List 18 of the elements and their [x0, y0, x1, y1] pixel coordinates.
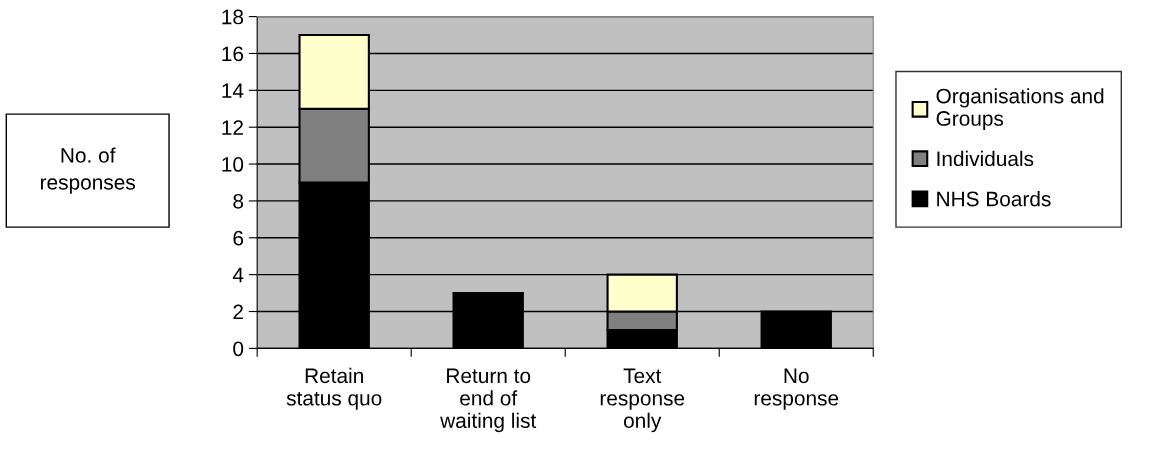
y-tick-label: 0	[233, 341, 244, 357]
y-tick-label: 14	[222, 83, 244, 98]
x-tick-label: No response	[754, 368, 839, 410]
y-tick-label: 8	[233, 193, 244, 209]
y-axis-title: No. of responses	[41, 147, 135, 194]
legend-label: Individuals	[937, 150, 1034, 167]
y-tick-label: 2	[233, 304, 243, 320]
y-tick-label: 16	[222, 46, 244, 62]
y-tick-label: 18	[222, 9, 244, 25]
legend-label: NHS Boards	[937, 191, 1051, 207]
y-tick-label: 10	[222, 157, 244, 172]
x-tick-label: Retain status quo	[286, 367, 382, 410]
y-tick-label: 4	[232, 267, 244, 283]
legend-label: Organisations and Groups	[936, 88, 1104, 130]
x-tick-label: Return to end of waiting list	[440, 368, 537, 433]
y-tick-label: 6	[233, 230, 244, 246]
y-tick-label: 12	[222, 120, 243, 135]
x-tick-label: Text response only	[600, 368, 685, 433]
